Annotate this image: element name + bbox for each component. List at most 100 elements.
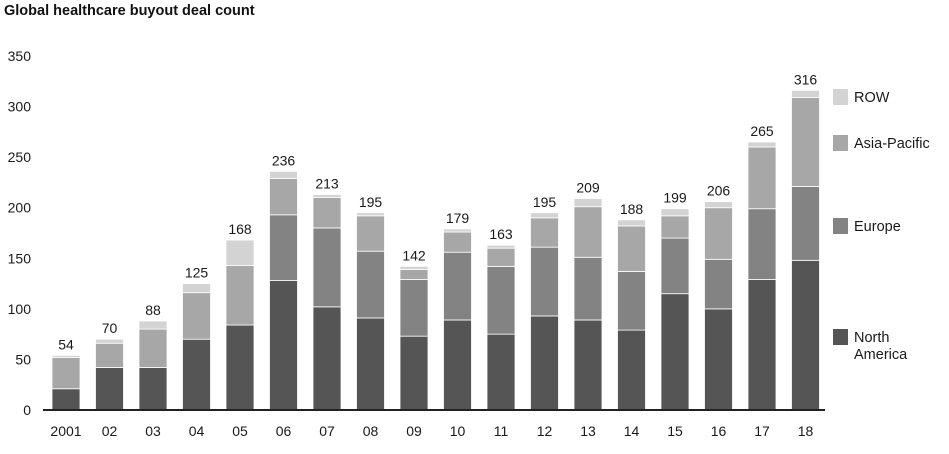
bar-stack <box>95 338 124 411</box>
bar-segment <box>269 214 298 281</box>
total-data-labels: 54 70 88 125 168 236 213 195 142 179 163 195 209 188 1… <box>58 71 817 352</box>
bar-stack <box>182 283 211 411</box>
legend-label: Asia-Pacific <box>854 136 930 152</box>
legend-item: North America <box>833 329 908 363</box>
bar-stack <box>312 194 342 411</box>
bar-segment <box>530 212 559 219</box>
x-tick-label: 10 <box>450 423 466 439</box>
total-label: 195 <box>533 194 557 210</box>
total-label: 125 <box>185 265 209 281</box>
bar-segment <box>791 89 820 98</box>
total-label: 179 <box>446 210 470 226</box>
bar-segment <box>530 246 559 317</box>
x-tick-label: 14 <box>624 423 640 439</box>
bar-segment <box>660 237 690 295</box>
bar-segment <box>443 228 472 233</box>
bar-segment <box>617 329 646 411</box>
bar-segment <box>95 338 124 344</box>
bar-segment <box>704 258 733 310</box>
bar-segment <box>791 259 820 411</box>
bar-segment <box>399 279 429 337</box>
y-tick-label: 200 <box>8 200 32 216</box>
total-label: 188 <box>620 201 644 217</box>
bar-stack <box>791 89 820 411</box>
bar-segment <box>617 271 646 331</box>
bar-segment <box>573 256 603 321</box>
bar-segment <box>51 354 81 358</box>
bar-segment <box>312 197 342 229</box>
bar-segment <box>95 342 124 368</box>
bar-stack <box>225 239 255 411</box>
x-tick-label: 11 <box>494 423 509 439</box>
x-tick-label: 03 <box>145 423 161 439</box>
x-tick-label: 02 <box>102 423 118 439</box>
bar-segment <box>356 215 385 252</box>
legend-swatch <box>833 135 848 151</box>
total-label: 316 <box>794 71 818 87</box>
y-tick-label: 50 <box>15 351 31 367</box>
bar-segment <box>573 198 603 208</box>
y-tick-label: 0 <box>23 402 31 418</box>
bar-segment <box>356 212 385 217</box>
bar-segment <box>225 324 255 411</box>
bar-segment <box>791 97 820 187</box>
x-tick-label: 06 <box>276 423 292 439</box>
bar-stack <box>704 201 733 411</box>
bar-stack <box>573 198 603 411</box>
bar-stack <box>51 354 81 411</box>
bar-segment <box>399 335 429 411</box>
y-tick-label: 100 <box>8 301 32 317</box>
total-label: 209 <box>576 180 600 196</box>
bar-segment <box>51 357 81 390</box>
bar-segment <box>530 315 559 411</box>
bar-segment <box>486 265 516 335</box>
bar-segment <box>182 292 211 340</box>
legend: ROW Asia-Pacific Europe North America <box>833 89 930 363</box>
total-label: 142 <box>402 247 426 263</box>
y-tick-label: 350 <box>8 48 32 64</box>
x-tick-label: 17 <box>754 423 770 439</box>
legend-swatch <box>833 89 848 105</box>
bar-stack <box>399 265 429 411</box>
bar-stack <box>530 212 559 411</box>
x-tick-label: 09 <box>406 423 422 439</box>
x-tick-label: 18 <box>798 423 814 439</box>
total-label: 199 <box>663 190 687 206</box>
bar-segment <box>225 239 255 266</box>
bar-segment <box>225 264 255 326</box>
y-tick-label: 250 <box>8 149 32 165</box>
bar-stack <box>138 320 168 411</box>
total-label: 206 <box>707 183 731 199</box>
bar-segment <box>269 170 298 179</box>
bar-stack <box>356 212 385 411</box>
bar-stack <box>269 170 298 411</box>
bar-stack <box>617 219 646 411</box>
x-tick-label: 07 <box>319 423 335 439</box>
bar-segment <box>51 388 81 411</box>
x-tick-label: 08 <box>363 423 379 439</box>
bar-segment <box>704 207 733 260</box>
bar-segment <box>443 231 472 253</box>
legend-label: ROW <box>854 90 890 106</box>
bar-segment <box>95 367 124 411</box>
total-label: 195 <box>359 194 383 210</box>
x-axis-tick-labels: 2001 02 03 04 05 06 07 08 09 10 11 12 13 14 15 16 17 18 <box>50 423 813 439</box>
bar-segment <box>138 367 168 411</box>
bar-segment <box>312 306 342 411</box>
bar-segment <box>443 319 472 411</box>
x-tick-label: 05 <box>232 423 248 439</box>
bar-segment <box>399 265 429 270</box>
total-label: 265 <box>750 123 774 139</box>
bar-segment <box>138 320 168 330</box>
bar-segment <box>312 194 342 199</box>
bar-segment <box>530 217 559 248</box>
total-label: 168 <box>228 221 252 237</box>
legend-label: North America <box>854 330 908 363</box>
bar-segment <box>747 279 777 411</box>
bar-segment <box>704 308 733 411</box>
bar-segment <box>182 283 211 294</box>
bar-segment <box>747 208 777 280</box>
chart-title: Global healthcare buyout deal count <box>4 3 255 19</box>
x-tick-label: 04 <box>189 423 205 439</box>
